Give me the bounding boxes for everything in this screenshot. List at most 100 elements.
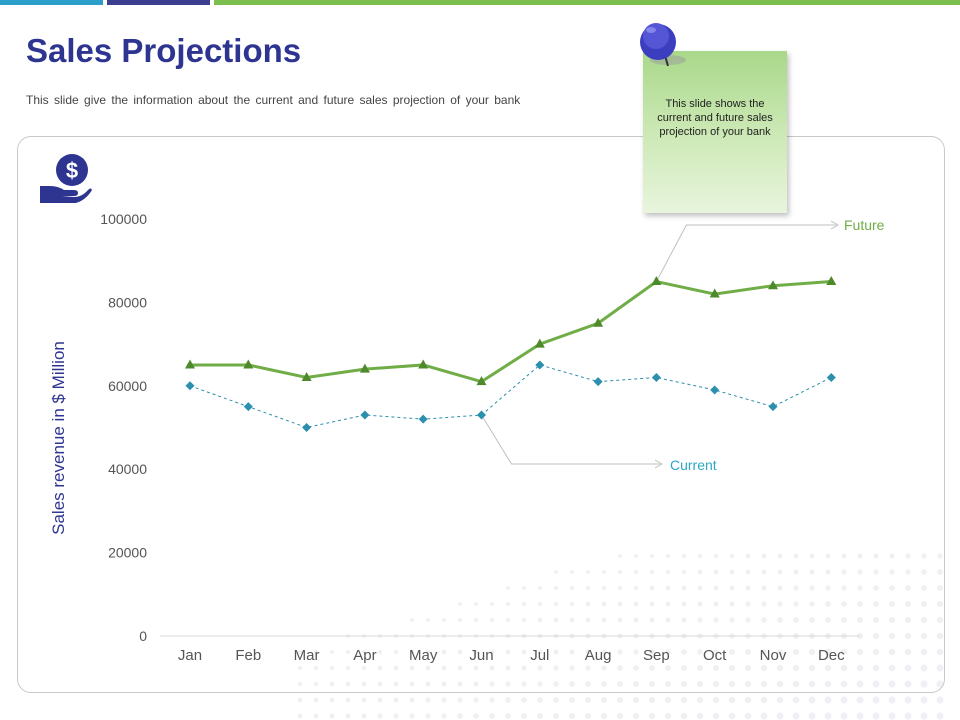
future-data-point — [826, 276, 837, 286]
pattern-dot — [809, 569, 815, 575]
pattern-dot — [888, 712, 896, 720]
pattern-dot — [856, 648, 864, 656]
pattern-dot — [713, 665, 719, 671]
pattern-dot — [521, 713, 527, 719]
pattern-dot — [776, 648, 784, 656]
pattern-dot — [696, 680, 704, 688]
pattern-dot — [824, 696, 832, 704]
pattern-dot — [808, 648, 816, 656]
pattern-dot — [537, 649, 543, 655]
pattern-dot — [681, 601, 687, 607]
pattern-dot — [538, 586, 542, 590]
x-tick-label: Mar — [294, 647, 320, 664]
pattern-dot — [681, 553, 687, 559]
pattern-dot — [489, 665, 495, 671]
pattern-dot — [585, 681, 591, 687]
pattern-dot — [458, 602, 462, 606]
pattern-dot — [857, 569, 863, 575]
pattern-dot — [505, 713, 511, 719]
pattern-dot — [792, 712, 800, 720]
svg-text:$: $ — [66, 158, 78, 183]
x-tick-label: Apr — [353, 647, 376, 664]
pattern-dot — [873, 553, 879, 559]
pattern-dot — [569, 681, 575, 687]
pattern-dot — [697, 601, 703, 607]
pattern-dot — [505, 681, 511, 687]
future-data-point — [243, 359, 254, 369]
pattern-dot — [857, 617, 863, 623]
sticky-note-text: This slide shows the current and future … — [657, 98, 773, 138]
future-series-line — [190, 279, 832, 384]
pattern-dot — [905, 585, 911, 591]
pattern-dot — [681, 665, 687, 671]
pattern-dot — [585, 617, 591, 623]
pattern-dot — [745, 553, 751, 559]
pattern-dot — [809, 601, 815, 607]
pattern-dot — [617, 601, 623, 607]
x-tick-label: Nov — [760, 647, 787, 664]
pattern-dot — [760, 696, 768, 704]
pattern-dot — [473, 665, 479, 671]
pattern-dot — [824, 664, 832, 672]
pattern-dot — [809, 585, 815, 591]
pattern-dot — [409, 665, 415, 671]
y-tick-label: 100000 — [100, 211, 147, 227]
pattern-dot — [569, 649, 575, 655]
pattern-dot — [633, 665, 639, 671]
pattern-dot — [713, 617, 719, 623]
pattern-dot — [761, 601, 767, 607]
pattern-dot — [697, 585, 703, 591]
pattern-dot — [760, 680, 768, 688]
pattern-dot — [505, 649, 511, 655]
pattern-dot — [457, 617, 463, 623]
pattern-dot — [792, 680, 800, 688]
pattern-dot — [585, 585, 591, 591]
pattern-dot — [665, 601, 671, 607]
pattern-dot — [297, 665, 303, 671]
pattern-dot — [872, 712, 880, 720]
pattern-dot — [586, 570, 590, 574]
pattern-dot — [537, 713, 543, 719]
pattern-dot — [745, 585, 751, 591]
pattern-dot — [681, 649, 687, 655]
pattern-dot — [873, 569, 879, 575]
pattern-dot — [729, 601, 735, 607]
current-callout-line — [481, 414, 660, 465]
pattern-dot — [649, 585, 655, 591]
pattern-dot — [618, 554, 622, 558]
pattern-dot — [361, 649, 367, 655]
pattern-dot — [521, 601, 527, 607]
future-callout-line — [655, 224, 836, 282]
pattern-dot — [697, 617, 703, 623]
y-tick-label: 80000 — [108, 294, 147, 310]
pattern-dot — [489, 617, 495, 623]
pattern-dot — [585, 601, 591, 607]
current-data-point — [593, 377, 603, 387]
pattern-dot — [697, 649, 703, 655]
pattern-dot — [505, 697, 511, 703]
pattern-dot — [457, 665, 463, 671]
current-data-point — [535, 360, 545, 370]
pattern-dot — [856, 712, 864, 720]
future-callout-arrow — [830, 220, 840, 230]
pattern-dot — [937, 569, 943, 575]
dollar-hand-icon: $ — [40, 154, 92, 203]
pattern-dot — [680, 696, 688, 704]
pattern-dot — [920, 712, 928, 720]
pattern-dot — [409, 681, 415, 687]
pattern-dot — [840, 648, 848, 656]
top-accent-bar-navy — [107, 0, 210, 5]
future-data-point — [593, 317, 604, 327]
pattern-dot — [761, 585, 767, 591]
pattern-dot — [489, 713, 495, 719]
pattern-dot — [601, 665, 607, 671]
pattern-dot — [793, 585, 799, 591]
pattern-dot — [680, 680, 688, 688]
pattern-dot — [872, 664, 880, 672]
pattern-dot — [345, 649, 351, 655]
pattern-dot — [920, 616, 928, 624]
pattern-dot — [617, 649, 623, 655]
pattern-dot — [633, 617, 639, 623]
pattern-dot — [840, 712, 848, 720]
slide-title: Sales Projections — [26, 32, 302, 69]
